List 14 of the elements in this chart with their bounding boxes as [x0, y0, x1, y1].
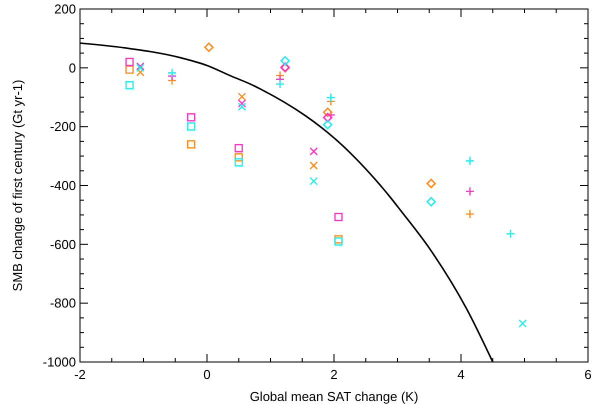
y-axis-title: SMB change of first century (Gt yr-1) [10, 80, 25, 292]
x-tick-label: 0 [203, 367, 211, 382]
x-tick-label: 2 [330, 367, 338, 382]
y-tick-label: -200 [50, 119, 76, 134]
x-tick-label: 4 [457, 367, 465, 382]
y-tick-label: -800 [50, 296, 76, 311]
y-tick-label: 0 [68, 60, 76, 76]
x-axis-title: Global mean SAT change (K) [250, 389, 418, 404]
x-tick-label: 6 [584, 367, 592, 382]
x-tick-label: -2 [74, 367, 86, 382]
y-tick-label: 200 [54, 2, 76, 17]
y-tick-label: -400 [50, 178, 76, 194]
y-tick-label: -600 [50, 236, 76, 252]
y-tick-label: -1000 [42, 354, 76, 370]
